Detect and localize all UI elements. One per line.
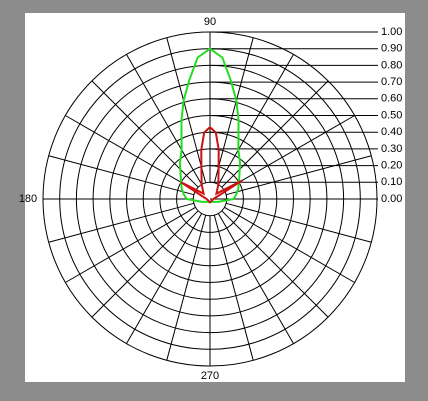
curve <box>178 47 242 204</box>
spoke-grid-line <box>65 206 196 283</box>
r-tick-label: 0.00 <box>381 193 402 205</box>
theta-tick-label: 180 <box>19 193 37 205</box>
theta-tick-label: 90 <box>204 16 216 28</box>
spoke-grid-line <box>224 206 355 283</box>
r-tick-label: 0.50 <box>381 109 402 121</box>
spoke-grid-line <box>126 213 203 344</box>
r-tick-label: 0.70 <box>381 76 402 88</box>
spoke-grid-line <box>91 210 199 318</box>
r-tick-label: 0.60 <box>381 93 402 105</box>
spoke-grid-line <box>48 202 194 243</box>
r-tick-label: 1.00 <box>381 26 402 38</box>
r-tick-label: 0.10 <box>381 176 402 188</box>
spoke-grid-line <box>213 37 254 183</box>
spoke-grid-line <box>48 155 194 196</box>
r-tick-label: 0.90 <box>381 43 402 55</box>
spoke-grid-line <box>221 210 329 318</box>
spoke-grid-line <box>224 115 355 192</box>
spoke-grid-line <box>166 215 207 361</box>
curve <box>180 125 243 204</box>
spoke-grid-line <box>65 115 196 192</box>
spoke-grid-line <box>166 37 207 183</box>
r-tick-label: 0.30 <box>381 143 402 155</box>
theta-tick-label: 270 <box>201 370 219 382</box>
r-tick-label: 0.20 <box>381 160 402 172</box>
r-tick-label: 0.40 <box>381 126 402 138</box>
spoke-grid-line <box>126 54 203 185</box>
spoke-grid-line <box>226 202 372 243</box>
r-tick-label: 0.80 <box>381 59 402 71</box>
spoke-grid-line <box>217 54 294 185</box>
spoke-grid-line <box>217 213 294 344</box>
spoke-grid-line <box>213 215 254 361</box>
spoke-grid-line <box>226 155 372 196</box>
